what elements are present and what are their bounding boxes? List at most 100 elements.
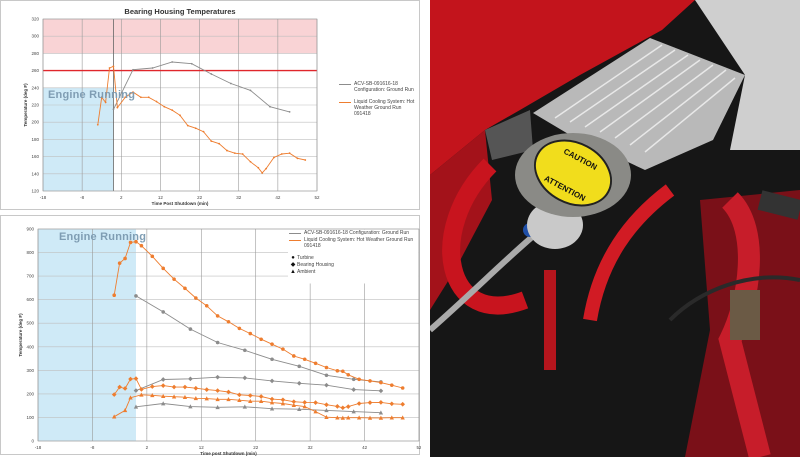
data-point — [280, 153, 283, 155]
data-point — [324, 402, 329, 408]
y-tick-label: 500 — [26, 321, 34, 326]
temperatures-chart-panel: 0 100 200 300 400 500 600 700 800 900 -18 -8 2 12 22 32… — [0, 215, 421, 456]
data-point — [163, 105, 166, 108]
data-point — [340, 405, 346, 411]
y-tick-label: 220 — [31, 103, 39, 108]
data-point — [237, 326, 242, 331]
legend-line-gray — [289, 233, 301, 234]
data-point — [160, 377, 166, 382]
chart-legend: ACV-SB-091616-18 Configuration: Ground R… — [339, 81, 419, 123]
data-point — [128, 240, 133, 245]
data-point — [161, 266, 165, 271]
data-point — [171, 61, 174, 63]
x-tick-label: -8 — [80, 195, 84, 200]
data-point — [265, 167, 268, 170]
data-point — [292, 354, 296, 358]
data-point — [190, 62, 193, 65]
data-point — [134, 239, 138, 244]
data-point — [179, 114, 181, 117]
data-point — [270, 357, 274, 362]
legend-item-ambient: ▲ Ambient — [289, 269, 417, 275]
data-point — [313, 400, 318, 405]
data-point — [242, 404, 247, 409]
x-tick-label: -18 — [40, 195, 47, 200]
data-point — [229, 82, 232, 85]
data-point — [160, 383, 166, 388]
data-point — [134, 294, 138, 298]
data-point — [161, 310, 165, 314]
x-tick-label: 42 — [362, 445, 368, 450]
y-tick-label: 400 — [26, 344, 34, 349]
x-tick-label: 22 — [197, 195, 203, 200]
x-tick-label: -8 — [90, 445, 94, 450]
legend-line-orange — [289, 240, 301, 241]
data-point — [104, 101, 107, 104]
diamond-marker-icon: ◆ — [290, 262, 296, 268]
y-tick-label: 300 — [26, 368, 34, 373]
data-point — [215, 388, 220, 393]
legend-background — [288, 229, 419, 284]
radiator-photo: CAUTION ATTENTION — [430, 0, 800, 457]
data-point — [215, 404, 220, 410]
y-tick-label: 140 — [31, 171, 39, 176]
legend-label: Liquid Cooling System: Hot Weather Groun… — [304, 237, 414, 249]
data-point — [346, 373, 351, 377]
data-point — [226, 396, 231, 402]
y-tick-label: 120 — [31, 189, 39, 194]
data-point — [171, 384, 177, 390]
data-point — [351, 377, 356, 382]
x-tick-label: 2 — [146, 445, 149, 450]
data-point — [313, 361, 318, 366]
plot-area-border — [37, 228, 420, 442]
data-point — [226, 149, 228, 152]
data-point — [171, 394, 177, 399]
data-point — [233, 152, 236, 155]
chart-title: Bearing Housing Temperatures — [124, 7, 235, 16]
legend-item-ground-run: ACV-SB-091616-18 Configuration: Ground R… — [289, 230, 417, 236]
data-point — [150, 392, 155, 398]
series-line — [135, 295, 381, 383]
data-point — [139, 243, 144, 248]
data-point — [210, 140, 213, 143]
legend-item-liquid-cooling: Liquid Cooling System: Hot Weather Groun… — [339, 99, 419, 117]
y-tick-label: 100 — [26, 415, 34, 420]
data-point — [288, 110, 291, 113]
legend-item-turbine: ● Turbine — [289, 255, 417, 261]
data-point — [204, 387, 210, 392]
data-point — [133, 404, 139, 409]
data-point — [215, 396, 220, 402]
data-point — [210, 73, 213, 75]
data-point — [112, 65, 115, 68]
data-point — [249, 160, 252, 163]
data-point — [194, 296, 198, 300]
x-tick-label: 32 — [308, 445, 314, 450]
data-point — [340, 415, 345, 420]
data-point — [270, 342, 274, 346]
data-point — [302, 357, 307, 362]
circle-marker-icon: ● — [291, 255, 295, 261]
radiator-photo-illustration: CAUTION ATTENTION — [430, 0, 800, 457]
data-point — [243, 348, 247, 353]
data-point — [226, 389, 231, 395]
data-point — [112, 108, 115, 111]
data-point — [186, 124, 189, 127]
legend-line-orange — [339, 102, 351, 103]
y-tick-label: 200 — [31, 120, 39, 125]
data-point — [259, 337, 263, 342]
data-point — [132, 68, 134, 71]
data-point — [194, 127, 197, 130]
data-point — [242, 375, 248, 381]
bearing-housing-chart: 120 140 160 180 200 220 240 260 280 300 320 -18 -8 2 1… — [23, 7, 320, 206]
y-tick-label: 280 — [31, 51, 39, 56]
data-point — [269, 396, 275, 402]
data-point — [261, 172, 264, 174]
data-point — [122, 408, 128, 413]
data-point — [335, 369, 340, 373]
legend-label: ACV-SB-091616-18 Configuration: Ground R… — [354, 81, 414, 93]
legend-item-bearing-housing: ◆ Bearing Housing — [289, 262, 417, 268]
data-point — [356, 415, 362, 420]
data-point — [345, 404, 351, 409]
x-axis-label: Time post Shutdown (min) — [200, 451, 257, 456]
data-point — [182, 394, 188, 399]
data-point — [248, 331, 253, 336]
